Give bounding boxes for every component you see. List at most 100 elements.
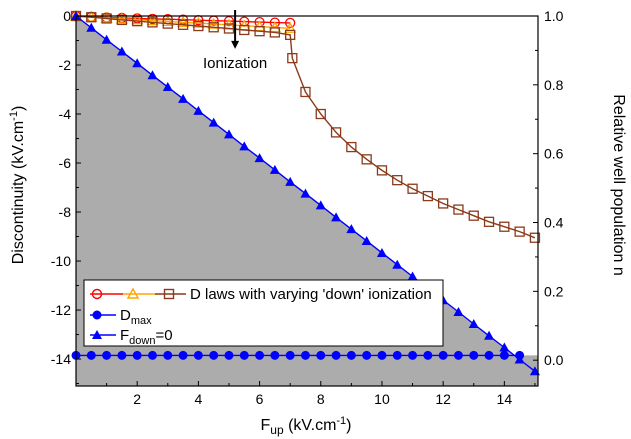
series-3-point — [178, 350, 188, 360]
series-3-point — [147, 350, 157, 360]
series-4-point — [239, 141, 250, 151]
series-2-point — [361, 154, 372, 165]
y-right-tick-label: 0.2 — [544, 283, 564, 299]
series-3-point — [86, 350, 96, 360]
series-2-point — [132, 15, 143, 27]
series-3-point — [132, 350, 142, 360]
series-4-point — [193, 105, 204, 115]
series-3-point — [346, 350, 356, 360]
series-4-point — [178, 93, 189, 103]
series-4-point — [376, 247, 387, 257]
series-3-point — [331, 350, 341, 360]
series-4-point — [132, 58, 143, 68]
plot-frame — [75, 15, 539, 387]
series-2-point — [285, 29, 296, 41]
x-tick-label: 10 — [374, 391, 390, 407]
legend-entry-d-laws: D laws with varying 'down' ionization — [90, 286, 432, 303]
y-left-tick-label: -8 — [59, 204, 72, 220]
series-1-point — [146, 14, 159, 26]
y-left-tick-label: -12 — [51, 302, 71, 318]
legend-label-dmax: Dmax — [120, 307, 152, 327]
x-axis-title: Fup (kV.cm-1) — [261, 415, 352, 437]
legend-marker-dmax — [92, 310, 102, 320]
series-2-point — [239, 24, 250, 36]
series-2-point — [422, 190, 434, 202]
legend-entry-dmax: Dmax — [90, 307, 152, 327]
series-3-point — [438, 350, 448, 360]
series-2-point — [193, 20, 204, 32]
series-2-point — [177, 19, 189, 30]
y-left-tick-label: -4 — [59, 106, 72, 122]
x-tick-label: 14 — [497, 391, 513, 407]
series-2-point — [223, 23, 235, 34]
series-4-point — [254, 153, 265, 163]
series-2-point — [86, 12, 97, 23]
series-2-point — [147, 17, 158, 28]
series-4-point — [331, 212, 342, 222]
series-1-point — [115, 12, 128, 24]
series-3-point — [469, 350, 479, 360]
series-3-point — [224, 350, 234, 360]
y-right-axis-title: Relative well population n — [610, 94, 627, 275]
series-1-point — [161, 15, 174, 27]
series-3-point — [300, 350, 310, 360]
series-2-point — [514, 226, 525, 237]
legend-marker-orange — [126, 287, 140, 299]
y-right-tick-label: 0.8 — [544, 77, 564, 93]
series-3-point — [255, 350, 265, 360]
series-3-point — [392, 350, 402, 360]
series-4-point — [468, 319, 479, 329]
x-tick-label: 6 — [256, 391, 264, 407]
annotation: Ionization — [203, 10, 267, 72]
axis-ticks: 2 4 6 8 10 12 14 0 -2 -4 -6 -8 -10 -12 -14 0.0 0.2 0.4 0.6… — [51, 8, 564, 407]
y-right-tick-label: 0.4 — [544, 215, 564, 231]
series-4-point — [346, 224, 357, 234]
legend-box — [83, 279, 444, 347]
x-tick-label: 2 — [133, 391, 141, 407]
series-2-point — [499, 221, 510, 232]
series-4-point — [223, 129, 234, 139]
series-1-point — [207, 17, 220, 29]
annotation-text: Ionization — [203, 55, 267, 72]
series-3-point — [239, 350, 249, 360]
series-3-point — [102, 350, 112, 360]
series-3-point — [193, 350, 203, 360]
series-4-point — [208, 117, 219, 127]
series-1-point — [268, 21, 281, 33]
series-3-point — [117, 350, 127, 360]
series-0-point — [285, 17, 296, 29]
series-4-point — [484, 330, 495, 340]
series-4-point — [101, 34, 112, 44]
series-1-point — [176, 16, 190, 28]
series-4-point — [514, 354, 525, 364]
series-2-point — [407, 183, 418, 194]
series-3-point — [316, 350, 326, 360]
series-4-point — [453, 307, 464, 316]
legend-marker-red — [91, 288, 103, 300]
series-3-point — [209, 350, 219, 360]
series-2-point — [254, 26, 265, 37]
series-3-point — [499, 350, 509, 360]
series-3-point — [408, 350, 418, 360]
y-right-tick-label: 1.0 — [544, 8, 564, 24]
series-4-point — [162, 82, 173, 92]
series-1-point — [192, 16, 205, 28]
series-2-point — [438, 198, 449, 209]
series-1-point — [100, 11, 113, 23]
series-4-point — [285, 176, 296, 186]
series-4-point — [300, 188, 311, 198]
series-1-point — [284, 21, 297, 33]
series-1-point — [131, 13, 144, 25]
series-4-point — [147, 70, 158, 80]
legend-label-d-laws: D laws with varying 'down' ionization — [190, 286, 432, 303]
series-3-point — [285, 350, 295, 360]
series-2-point — [330, 127, 342, 138]
y-left-tick-label: -6 — [59, 155, 72, 171]
series-4-point — [499, 342, 510, 352]
y-left-tick-label: 0 — [63, 8, 71, 24]
series-2-point — [162, 18, 173, 29]
series-2-point — [300, 86, 311, 98]
chart-marks — [69, 9, 541, 376]
series-4-point — [407, 271, 418, 281]
series-4-point — [86, 22, 97, 32]
